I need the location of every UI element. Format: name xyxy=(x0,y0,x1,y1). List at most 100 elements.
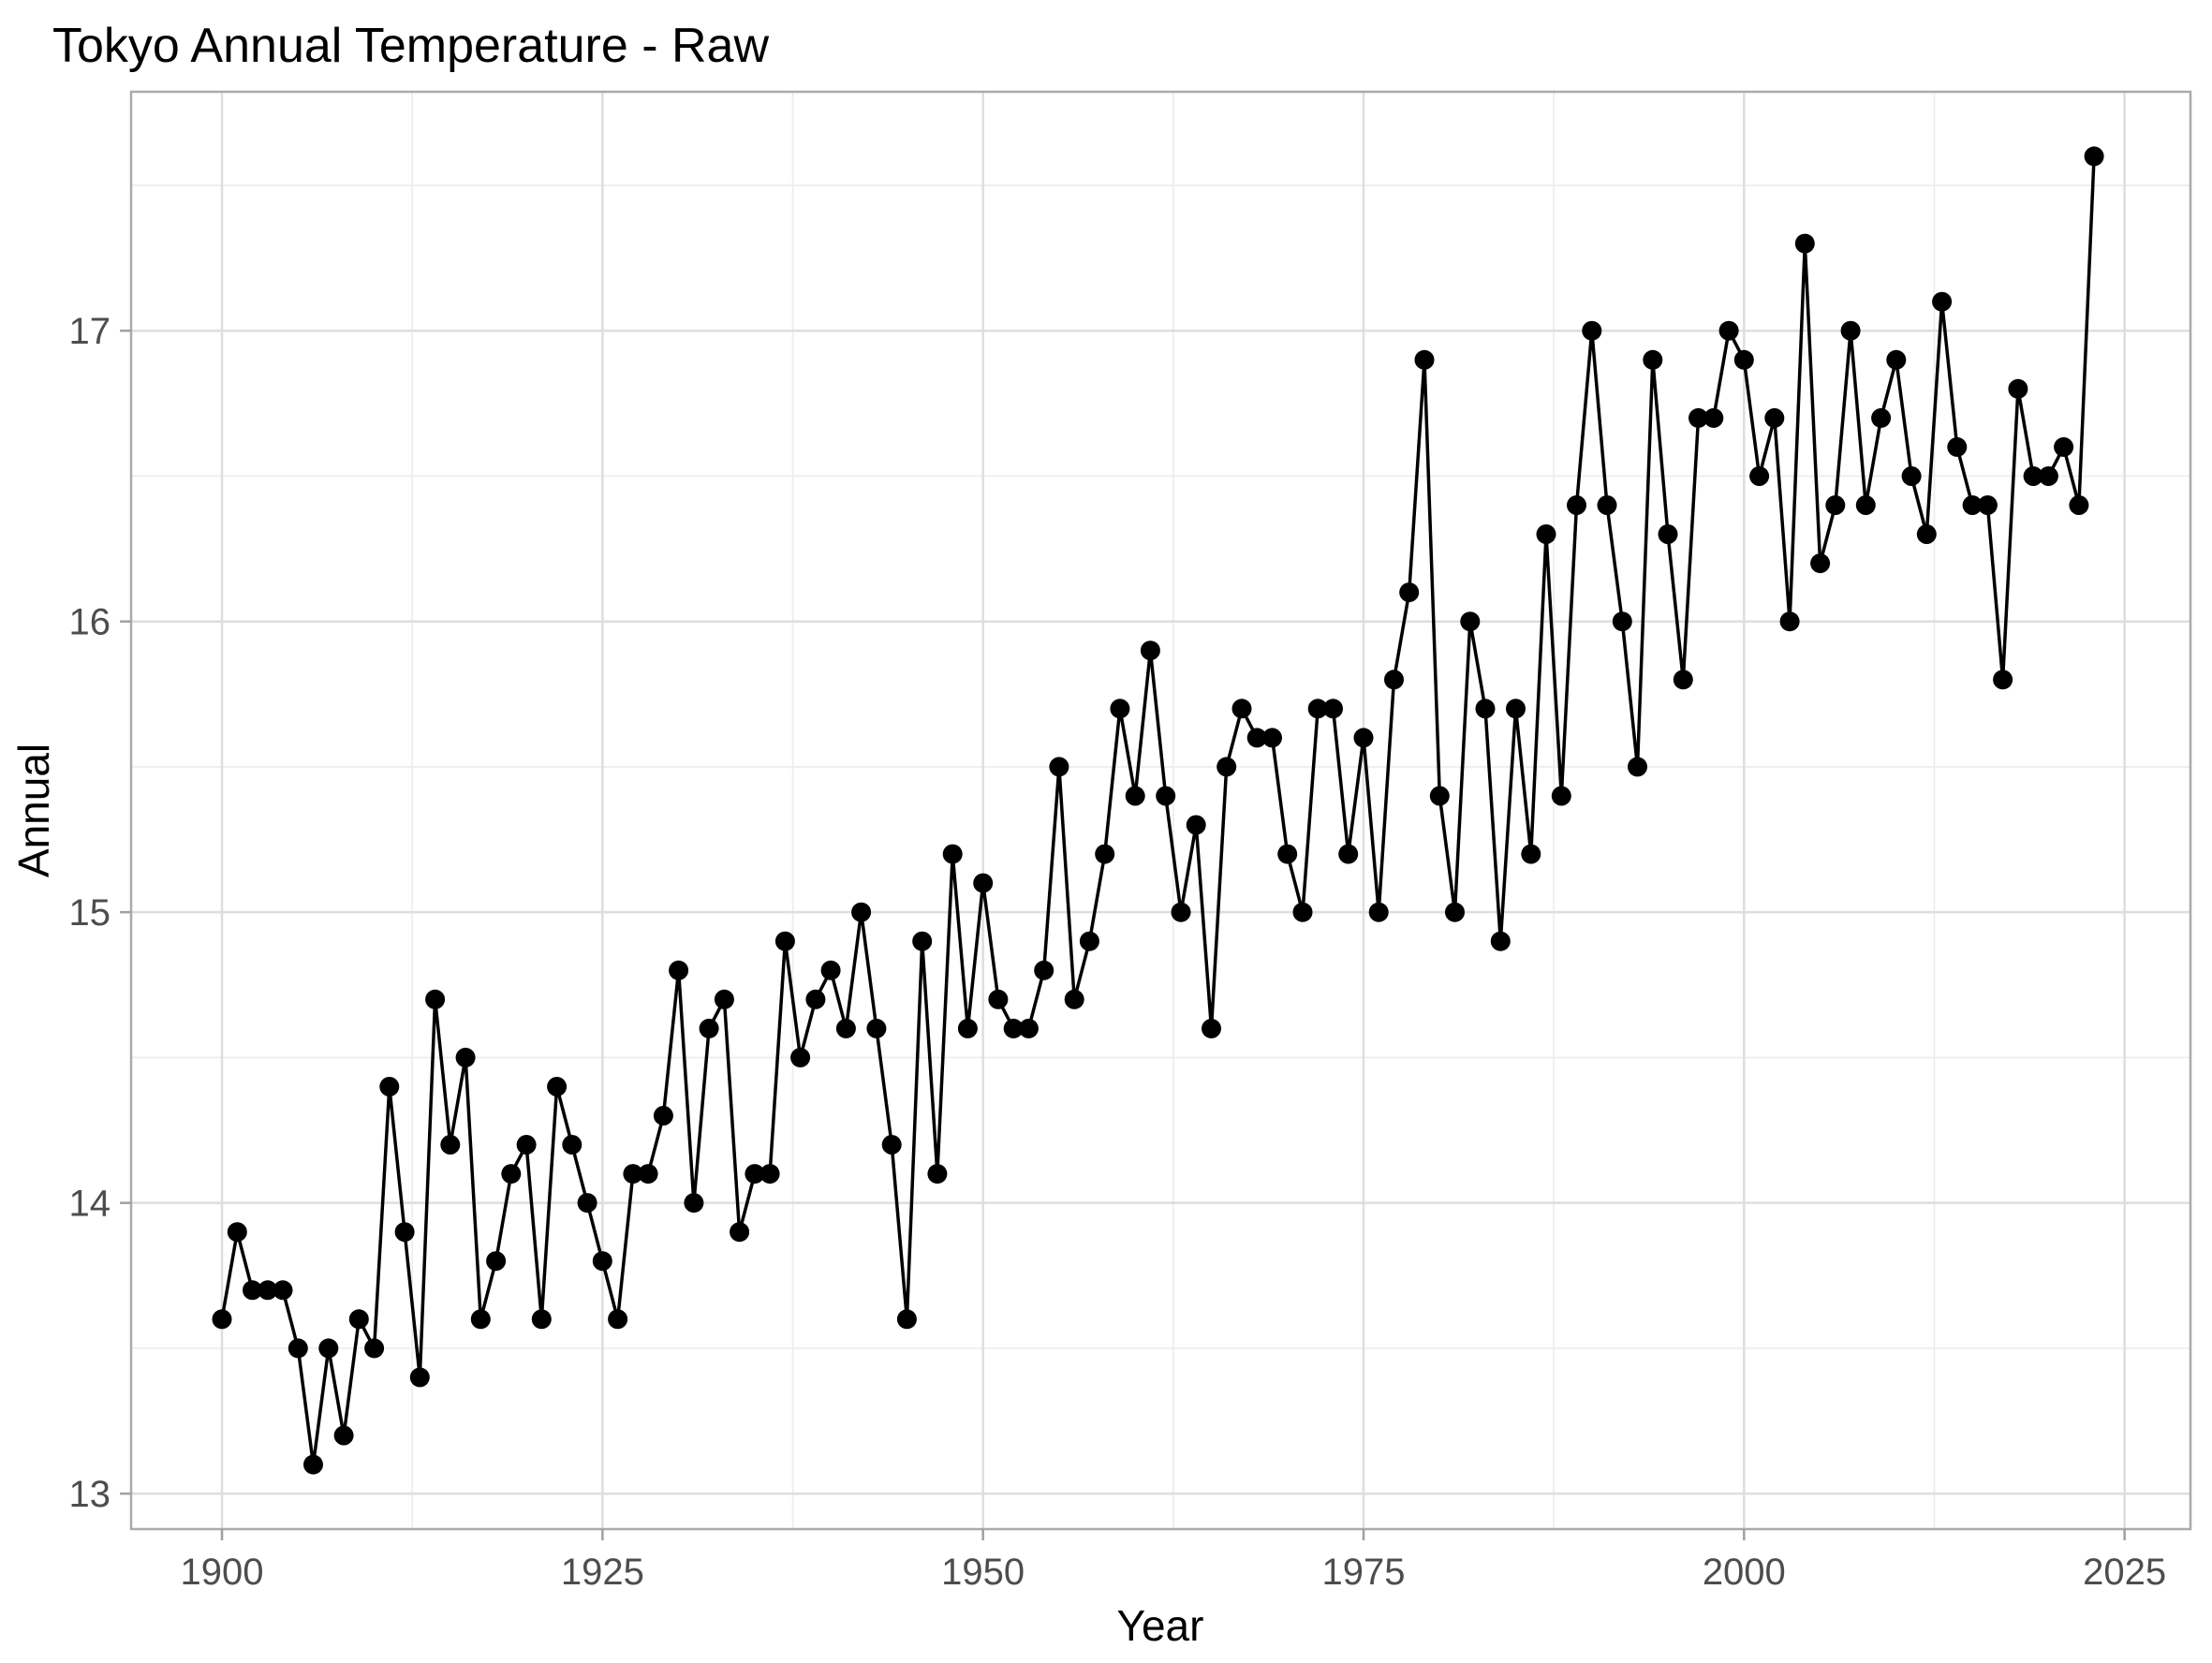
data-point xyxy=(288,1338,308,1359)
data-point xyxy=(227,1222,247,1243)
data-point xyxy=(1733,349,1754,370)
data-point xyxy=(759,1164,780,1185)
data-point xyxy=(2038,466,2058,486)
data-point xyxy=(820,960,841,980)
data-point xyxy=(638,1164,658,1185)
data-point xyxy=(988,989,1009,1009)
data-point xyxy=(1307,699,1328,719)
data-point xyxy=(1277,844,1298,864)
data-point xyxy=(1643,349,1663,370)
data-point xyxy=(318,1338,339,1359)
data-point xyxy=(577,1193,597,1214)
data-point xyxy=(1886,349,1907,370)
data-point xyxy=(2008,378,2028,399)
data-point xyxy=(881,1135,902,1155)
data-point xyxy=(455,1047,476,1067)
plot-title: Tokyo Annual Temperature - Raw xyxy=(52,19,769,73)
x-axis: 1900 1925 1950 1975 2000 2025 xyxy=(181,1529,2166,1593)
data-point xyxy=(942,844,963,864)
data-point xyxy=(1840,320,1861,341)
x-tick-label: 1900 xyxy=(181,1552,264,1593)
data-point xyxy=(348,1309,369,1330)
data-point xyxy=(212,1309,232,1330)
data-point xyxy=(1977,495,1998,515)
data-point xyxy=(1658,524,1678,544)
data-point xyxy=(2054,436,2074,457)
data-point xyxy=(1628,757,1647,777)
data-point xyxy=(258,1280,278,1301)
panel-border xyxy=(129,90,2192,1531)
data-point xyxy=(1916,524,1937,544)
x-tick-label: 1925 xyxy=(561,1552,644,1593)
data-point xyxy=(1079,931,1099,951)
data-point xyxy=(1688,407,1708,428)
data-point xyxy=(1673,670,1693,690)
data-point xyxy=(1429,786,1450,806)
data-point xyxy=(516,1135,537,1155)
data-series xyxy=(212,146,2104,1475)
data-point xyxy=(1947,436,1968,457)
data-point xyxy=(1353,728,1374,748)
data-point xyxy=(243,1280,262,1301)
data-point xyxy=(1414,349,1435,370)
data-point xyxy=(2069,495,2089,515)
data-point xyxy=(470,1309,491,1330)
data-point xyxy=(1003,1018,1024,1038)
data-point xyxy=(1582,320,1602,341)
x-tick-label: 2000 xyxy=(1703,1552,1786,1593)
data-point xyxy=(912,931,933,951)
data-line xyxy=(220,155,2096,1466)
data-point xyxy=(730,1222,750,1243)
data-point xyxy=(1384,670,1404,690)
data-point xyxy=(1231,699,1252,719)
data-point xyxy=(501,1164,522,1185)
data-point xyxy=(1536,524,1556,544)
y-tick-label: 14 xyxy=(69,1184,111,1225)
data-point xyxy=(1567,495,1586,515)
data-point xyxy=(805,989,826,1009)
data-point xyxy=(2084,146,2104,167)
data-point xyxy=(547,1077,568,1096)
data-point xyxy=(608,1309,628,1330)
data-point xyxy=(774,931,795,951)
data-point xyxy=(1292,902,1313,922)
data-point xyxy=(1018,1018,1039,1038)
data-point xyxy=(1779,611,1800,632)
data-point xyxy=(745,1164,765,1185)
major-gridlines xyxy=(131,92,2190,1529)
data-point xyxy=(714,989,734,1009)
data-point xyxy=(1217,757,1237,777)
data-point xyxy=(1323,699,1343,719)
data-point xyxy=(1262,728,1282,748)
data-point xyxy=(623,1164,643,1185)
data-point xyxy=(1612,611,1632,632)
data-point xyxy=(1794,233,1815,254)
data-point xyxy=(1490,931,1511,951)
data-point xyxy=(1475,699,1496,719)
data-point xyxy=(1034,960,1054,980)
data-point xyxy=(1810,553,1831,574)
data-point xyxy=(851,902,872,922)
data-point xyxy=(684,1193,704,1214)
data-point xyxy=(303,1454,323,1475)
data-point xyxy=(1749,466,1770,486)
data-point xyxy=(653,1106,673,1126)
data-point xyxy=(1338,844,1359,864)
data-point xyxy=(957,1018,978,1038)
data-point xyxy=(1445,902,1465,922)
x-axis-title: Year xyxy=(1117,1601,1204,1650)
y-tick-label: 16 xyxy=(69,602,111,643)
data-point xyxy=(1110,699,1130,719)
data-point xyxy=(562,1135,582,1155)
data-point xyxy=(1246,728,1267,748)
data-point xyxy=(1521,844,1541,864)
data-point xyxy=(1871,407,1892,428)
data-point xyxy=(1764,407,1785,428)
data-point xyxy=(973,873,994,893)
data-point xyxy=(1901,466,1922,486)
y-axis-title: Annual xyxy=(9,743,58,877)
x-tick-label: 2025 xyxy=(2083,1552,2166,1593)
data-point xyxy=(531,1309,552,1330)
